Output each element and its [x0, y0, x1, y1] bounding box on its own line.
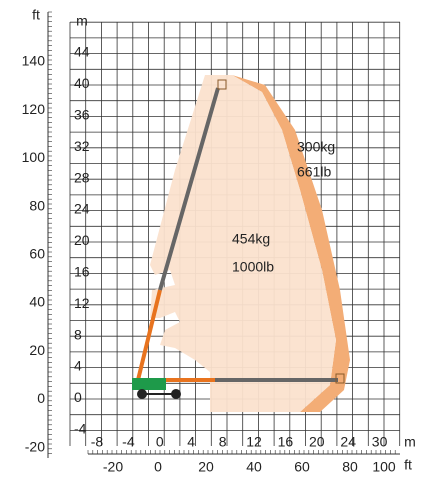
ft-tick-label: 0 — [37, 390, 45, 406]
m-tick-label: 0 — [156, 434, 164, 450]
m-tick-label: 36 — [74, 107, 90, 123]
m-tick-label: 24 — [74, 201, 90, 217]
lower-boom — [136, 289, 162, 381]
m-tick-label: 8 — [219, 434, 227, 450]
m-tick-label: 0 — [74, 389, 82, 405]
axis-unit: ft — [32, 7, 40, 23]
platform — [335, 373, 345, 384]
axis-unit: ft — [404, 457, 412, 473]
platform — [217, 79, 227, 90]
ft-tick-label: 20 — [29, 342, 45, 358]
m-tick-label: 12 — [74, 295, 90, 311]
ft-tick-label: 80 — [29, 197, 45, 213]
m-tick-label: -4 — [74, 421, 87, 437]
m-tick-label: 16 — [278, 434, 294, 450]
zone-weight: 300kg — [297, 139, 335, 155]
ft-tick-label: -20 — [103, 459, 123, 475]
m-tick-label: 12 — [246, 434, 262, 450]
ft-tick-label: -20 — [25, 438, 45, 454]
machine-base — [132, 378, 166, 390]
m-tick-label: 28 — [74, 169, 90, 185]
zone-weight-lb: 661lb — [297, 164, 331, 180]
ft-tick-label: 40 — [29, 294, 45, 310]
m-tick-label: -4 — [122, 434, 135, 450]
upper-boom — [158, 87, 220, 291]
ft-tick-label: 80 — [342, 459, 358, 475]
m-tick-label: 16 — [74, 264, 90, 280]
zone-weight: 454kg — [232, 231, 270, 247]
m-tick-label: 24 — [340, 434, 356, 450]
m-tick-label: 32 — [74, 138, 90, 154]
m-tick-label: 20 — [309, 434, 325, 450]
m-tick-label: 40 — [74, 75, 90, 91]
m-tick-label: 20 — [74, 232, 90, 248]
ft-tick-label: 100 — [22, 149, 46, 165]
m-tick-label: -8 — [91, 434, 104, 450]
ft-tick-label: 40 — [246, 459, 262, 475]
axis-unit: m — [404, 434, 416, 450]
m-tick-label: 4 — [74, 358, 82, 374]
m-tick-label: 4 — [187, 434, 195, 450]
ft-tick-label: 20 — [198, 459, 214, 475]
m-tick-label: 30 — [372, 434, 388, 450]
ft-tick-label: 120 — [22, 101, 46, 117]
m-tick-label: 8 — [74, 326, 82, 342]
ft-tick-label: 60 — [294, 459, 310, 475]
ft-tick-label: 100 — [372, 459, 396, 475]
outer-envelope — [232, 75, 350, 412]
zone-weight-lb: 1000lb — [232, 259, 274, 275]
ft-tick-label: 60 — [29, 246, 45, 262]
m-tick-label: 44 — [74, 44, 90, 60]
ft-tick-label: 140 — [22, 53, 46, 69]
ft-tick-label: 0 — [154, 459, 162, 475]
axis-unit: m — [76, 13, 88, 29]
